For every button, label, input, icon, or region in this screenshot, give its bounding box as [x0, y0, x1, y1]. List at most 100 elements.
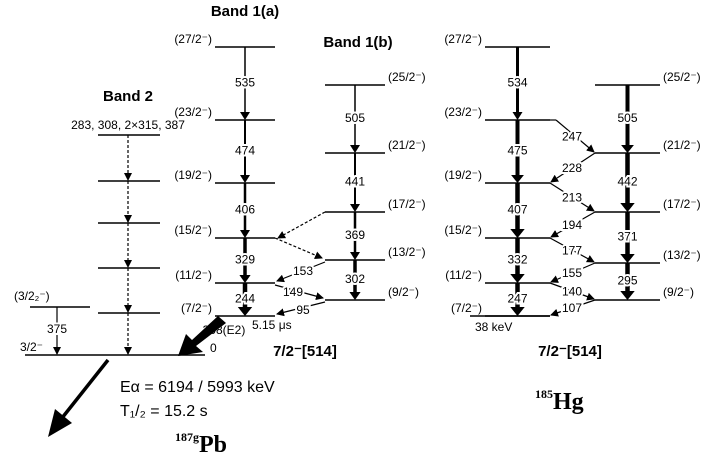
isomer-energy: 38 keV	[475, 320, 512, 334]
band-title: Band 1(b)	[323, 34, 392, 51]
arrow-head	[350, 145, 360, 153]
gamma-energy: 332	[507, 253, 527, 267]
nilsson-label: 7/2⁻[514]	[538, 343, 602, 360]
cross-arrow	[550, 152, 596, 183]
gamma-list: 283, 308, 2×315, 387	[71, 118, 185, 132]
level-energy: 0	[210, 341, 217, 355]
arrow-head	[350, 252, 360, 260]
spin-label: (7/2⁻)	[181, 301, 212, 315]
arrow-head	[511, 175, 524, 183]
arrow-head	[48, 409, 72, 437]
spin-label: (21/2⁻)	[663, 138, 701, 152]
gamma-energy: 247	[562, 130, 582, 144]
gamma-energy: 534	[507, 76, 527, 90]
gamma-energy: 406	[235, 203, 255, 217]
cross-arrow	[274, 237, 323, 259]
spin-label: (27/2⁻)	[174, 32, 212, 46]
gamma-energy: 149	[283, 285, 303, 299]
gamma-energy: 302	[345, 272, 365, 286]
arrow-head	[512, 112, 523, 120]
arrow-head	[349, 292, 361, 300]
gamma-energy: 369	[345, 228, 365, 242]
element-symbol: Pb	[199, 432, 227, 458]
gamma-energy: 475	[507, 144, 527, 158]
spin-label: (21/2⁻)	[388, 138, 426, 152]
spin-label: (25/2⁻)	[663, 70, 701, 84]
gamma-energy: 505	[617, 111, 637, 125]
gamma-energy: 155	[562, 266, 582, 280]
nucleus-label: 185Hg	[535, 387, 584, 415]
spin-label: 3/2⁻	[20, 340, 43, 354]
spin-label: (11/2⁻)	[175, 268, 212, 282]
alpha-arrow	[60, 358, 110, 420]
gamma-energy: 474	[235, 144, 255, 158]
gamma-energy: 140	[562, 285, 582, 299]
arrow-head	[240, 175, 250, 183]
alpha-energy: Eα = 6194 / 5993 keV	[120, 379, 275, 396]
spin-label: (23/2⁻)	[444, 105, 482, 119]
spin-label: (25/2⁻)	[388, 70, 426, 84]
arrow-head	[620, 203, 635, 212]
spin-label: (3/2₂⁻)	[14, 289, 50, 303]
spin-label: (17/2⁻)	[663, 197, 701, 211]
spin-label: (13/2⁻)	[388, 245, 426, 259]
spin-label: (9/2⁻)	[388, 285, 419, 299]
band-title: Band 1(a)	[211, 3, 279, 20]
cross-arrow	[549, 182, 595, 212]
gamma-energy: 213	[562, 191, 582, 205]
cross-arrow	[274, 284, 324, 301]
arrow-head	[237, 307, 253, 316]
nucleus-label: 187gPb	[175, 430, 227, 458]
spin-label: (7/2⁻)	[451, 301, 482, 315]
gamma-energy: 505	[345, 111, 365, 125]
cross-arrow	[276, 301, 326, 317]
arrow-head	[620, 291, 635, 300]
band-title: Band 2	[103, 88, 153, 105]
cross-arrow	[549, 282, 595, 301]
spin-label: (13/2⁻)	[663, 248, 701, 262]
gamma-energy: 244	[235, 292, 255, 306]
arrow-head	[240, 230, 250, 238]
gamma-energy: 535	[235, 76, 255, 90]
spin-label: (27/2⁻)	[444, 32, 482, 46]
cross-arrow	[277, 211, 326, 239]
arrow-head	[621, 145, 634, 153]
cross-arrow	[550, 211, 596, 238]
gamma-energy: 194	[562, 218, 582, 232]
arrow-head	[510, 229, 525, 238]
element-symbol: Hg	[553, 389, 584, 415]
gamma-energy: 295	[617, 274, 637, 288]
gamma-energy: 228	[562, 161, 582, 175]
gamma-energy: 247	[507, 292, 527, 306]
arrow-head	[350, 204, 360, 212]
mass-number: 185	[535, 387, 553, 401]
cross-arrow	[549, 237, 595, 263]
arrow-head	[240, 112, 250, 120]
arrow-head	[239, 275, 251, 283]
isomer-gamma: 308(E2)	[203, 323, 246, 337]
gamma-energy: 407	[507, 203, 527, 217]
gamma-energy: 329	[235, 253, 255, 267]
spin-label: (17/2⁻)	[388, 197, 426, 211]
arrow-head	[620, 254, 635, 263]
half-life: T₁/₂ = 15.2 s	[120, 403, 208, 420]
gamma-energy: 375	[47, 322, 67, 336]
mass-number: 187g	[175, 430, 199, 444]
spin-label: (11/2⁻)	[445, 268, 482, 282]
gamma-energy: 177	[562, 244, 582, 258]
isomer-arrow	[178, 316, 226, 356]
cross-arrow	[555, 119, 595, 153]
spin-label: (15/2⁻)	[174, 223, 212, 237]
spin-label: (15/2⁻)	[444, 223, 482, 237]
arrow-head	[510, 307, 525, 316]
spin-label: (23/2⁻)	[174, 105, 212, 119]
cross-arrow	[550, 299, 596, 317]
gamma-energy: 107	[562, 301, 582, 315]
cross-arrow	[276, 261, 326, 283]
cross-arrow	[550, 262, 596, 283]
spin-label: (19/2⁻)	[444, 168, 482, 182]
spin-label: (19/2⁻)	[174, 168, 212, 182]
gamma-energy: 95	[296, 303, 310, 317]
half-life: 5.15 μs	[252, 318, 292, 332]
